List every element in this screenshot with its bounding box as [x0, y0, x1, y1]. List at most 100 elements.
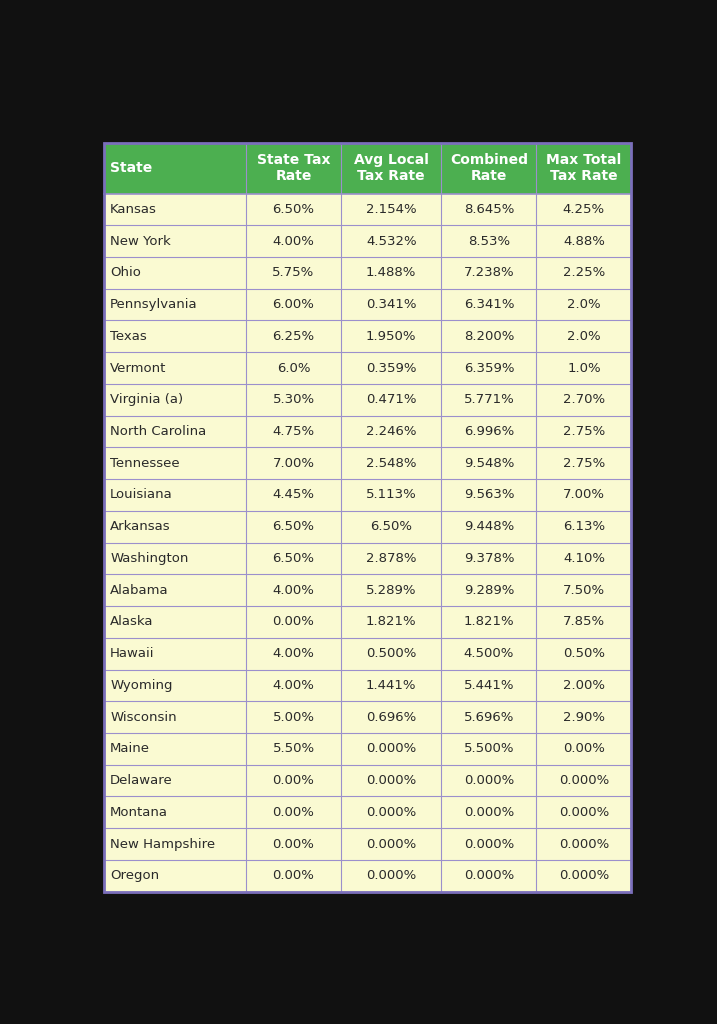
- Text: 0.00%: 0.00%: [272, 615, 315, 629]
- Text: 4.00%: 4.00%: [272, 647, 315, 660]
- Bar: [103, 321, 632, 352]
- Bar: [103, 142, 632, 194]
- Bar: [103, 638, 632, 670]
- Bar: [103, 797, 632, 828]
- Text: 9.563%: 9.563%: [464, 488, 514, 502]
- Text: 0.000%: 0.000%: [559, 806, 609, 819]
- Bar: [103, 194, 632, 225]
- Text: 2.548%: 2.548%: [366, 457, 417, 470]
- Text: Arkansas: Arkansas: [110, 520, 171, 534]
- Text: 4.10%: 4.10%: [563, 552, 605, 565]
- Bar: [103, 352, 632, 384]
- Text: 0.471%: 0.471%: [366, 393, 417, 407]
- Text: 0.500%: 0.500%: [366, 647, 417, 660]
- Text: 5.00%: 5.00%: [272, 711, 315, 724]
- Text: Virginia (a): Virginia (a): [110, 393, 184, 407]
- Text: 4.25%: 4.25%: [563, 203, 605, 216]
- Text: Kansas: Kansas: [110, 203, 157, 216]
- Text: 1.488%: 1.488%: [366, 266, 417, 280]
- Text: Maine: Maine: [110, 742, 150, 756]
- Bar: [103, 670, 632, 701]
- Text: Montana: Montana: [110, 806, 168, 819]
- Text: Avg Local
Tax Rate: Avg Local Tax Rate: [353, 153, 429, 183]
- Text: 7.238%: 7.238%: [464, 266, 514, 280]
- Bar: [103, 479, 632, 511]
- Bar: [103, 416, 632, 447]
- Text: 5.75%: 5.75%: [272, 266, 315, 280]
- Text: 7.50%: 7.50%: [563, 584, 605, 597]
- Text: 6.50%: 6.50%: [272, 552, 315, 565]
- Text: 6.50%: 6.50%: [272, 203, 315, 216]
- Bar: [103, 860, 632, 892]
- Bar: [103, 828, 632, 860]
- Text: 7.00%: 7.00%: [563, 488, 605, 502]
- Text: Delaware: Delaware: [110, 774, 173, 787]
- Text: 2.0%: 2.0%: [567, 298, 601, 311]
- Text: 5.30%: 5.30%: [272, 393, 315, 407]
- Text: 0.359%: 0.359%: [366, 361, 417, 375]
- Text: 9.448%: 9.448%: [464, 520, 514, 534]
- Text: 6.25%: 6.25%: [272, 330, 315, 343]
- Text: 2.75%: 2.75%: [563, 425, 605, 438]
- Text: 0.50%: 0.50%: [563, 647, 605, 660]
- Text: 1.950%: 1.950%: [366, 330, 417, 343]
- Text: 0.000%: 0.000%: [464, 806, 514, 819]
- Text: 7.00%: 7.00%: [272, 457, 315, 470]
- Text: 2.70%: 2.70%: [563, 393, 605, 407]
- Text: 6.00%: 6.00%: [272, 298, 315, 311]
- Text: 1.821%: 1.821%: [366, 615, 417, 629]
- Text: 0.000%: 0.000%: [559, 869, 609, 883]
- Text: New York: New York: [110, 234, 171, 248]
- Text: 2.25%: 2.25%: [563, 266, 605, 280]
- Text: 2.0%: 2.0%: [567, 330, 601, 343]
- Text: State Tax
Rate: State Tax Rate: [257, 153, 331, 183]
- Text: 6.359%: 6.359%: [464, 361, 514, 375]
- Text: 0.000%: 0.000%: [366, 774, 417, 787]
- Text: Alabama: Alabama: [110, 584, 168, 597]
- Text: 5.113%: 5.113%: [366, 488, 417, 502]
- Text: 9.548%: 9.548%: [464, 457, 514, 470]
- Bar: [103, 574, 632, 606]
- Text: 0.00%: 0.00%: [563, 742, 605, 756]
- Bar: [103, 225, 632, 257]
- Text: 7.85%: 7.85%: [563, 615, 605, 629]
- Text: 1.0%: 1.0%: [567, 361, 601, 375]
- Text: 4.00%: 4.00%: [272, 234, 315, 248]
- Text: 5.696%: 5.696%: [464, 711, 514, 724]
- Text: 2.00%: 2.00%: [563, 679, 605, 692]
- Bar: [103, 447, 632, 479]
- Text: 5.289%: 5.289%: [366, 584, 417, 597]
- Text: 5.500%: 5.500%: [464, 742, 514, 756]
- Bar: [103, 289, 632, 321]
- Text: Louisiana: Louisiana: [110, 488, 173, 502]
- Text: State: State: [110, 161, 153, 175]
- Text: 6.0%: 6.0%: [277, 361, 310, 375]
- Text: 0.00%: 0.00%: [272, 774, 315, 787]
- Text: 0.000%: 0.000%: [464, 838, 514, 851]
- Text: 6.50%: 6.50%: [370, 520, 412, 534]
- Text: 0.000%: 0.000%: [464, 774, 514, 787]
- Text: Vermont: Vermont: [110, 361, 166, 375]
- Bar: [103, 765, 632, 797]
- Text: Hawaii: Hawaii: [110, 647, 155, 660]
- Text: Texas: Texas: [110, 330, 147, 343]
- Text: Pennsylvania: Pennsylvania: [110, 298, 198, 311]
- Text: 6.50%: 6.50%: [272, 520, 315, 534]
- Text: Wyoming: Wyoming: [110, 679, 173, 692]
- Bar: [103, 606, 632, 638]
- Text: Combined
Rate: Combined Rate: [450, 153, 528, 183]
- Text: Alaska: Alaska: [110, 615, 153, 629]
- Text: North Carolina: North Carolina: [110, 425, 206, 438]
- Text: 0.000%: 0.000%: [366, 806, 417, 819]
- Text: 4.45%: 4.45%: [272, 488, 315, 502]
- Text: 6.996%: 6.996%: [464, 425, 514, 438]
- Bar: [103, 733, 632, 765]
- Text: 5.441%: 5.441%: [464, 679, 514, 692]
- Bar: [103, 543, 632, 574]
- Text: 2.878%: 2.878%: [366, 552, 417, 565]
- Text: 4.532%: 4.532%: [366, 234, 417, 248]
- Text: 8.53%: 8.53%: [467, 234, 510, 248]
- Text: 4.00%: 4.00%: [272, 584, 315, 597]
- Text: 0.00%: 0.00%: [272, 806, 315, 819]
- Text: 4.88%: 4.88%: [563, 234, 605, 248]
